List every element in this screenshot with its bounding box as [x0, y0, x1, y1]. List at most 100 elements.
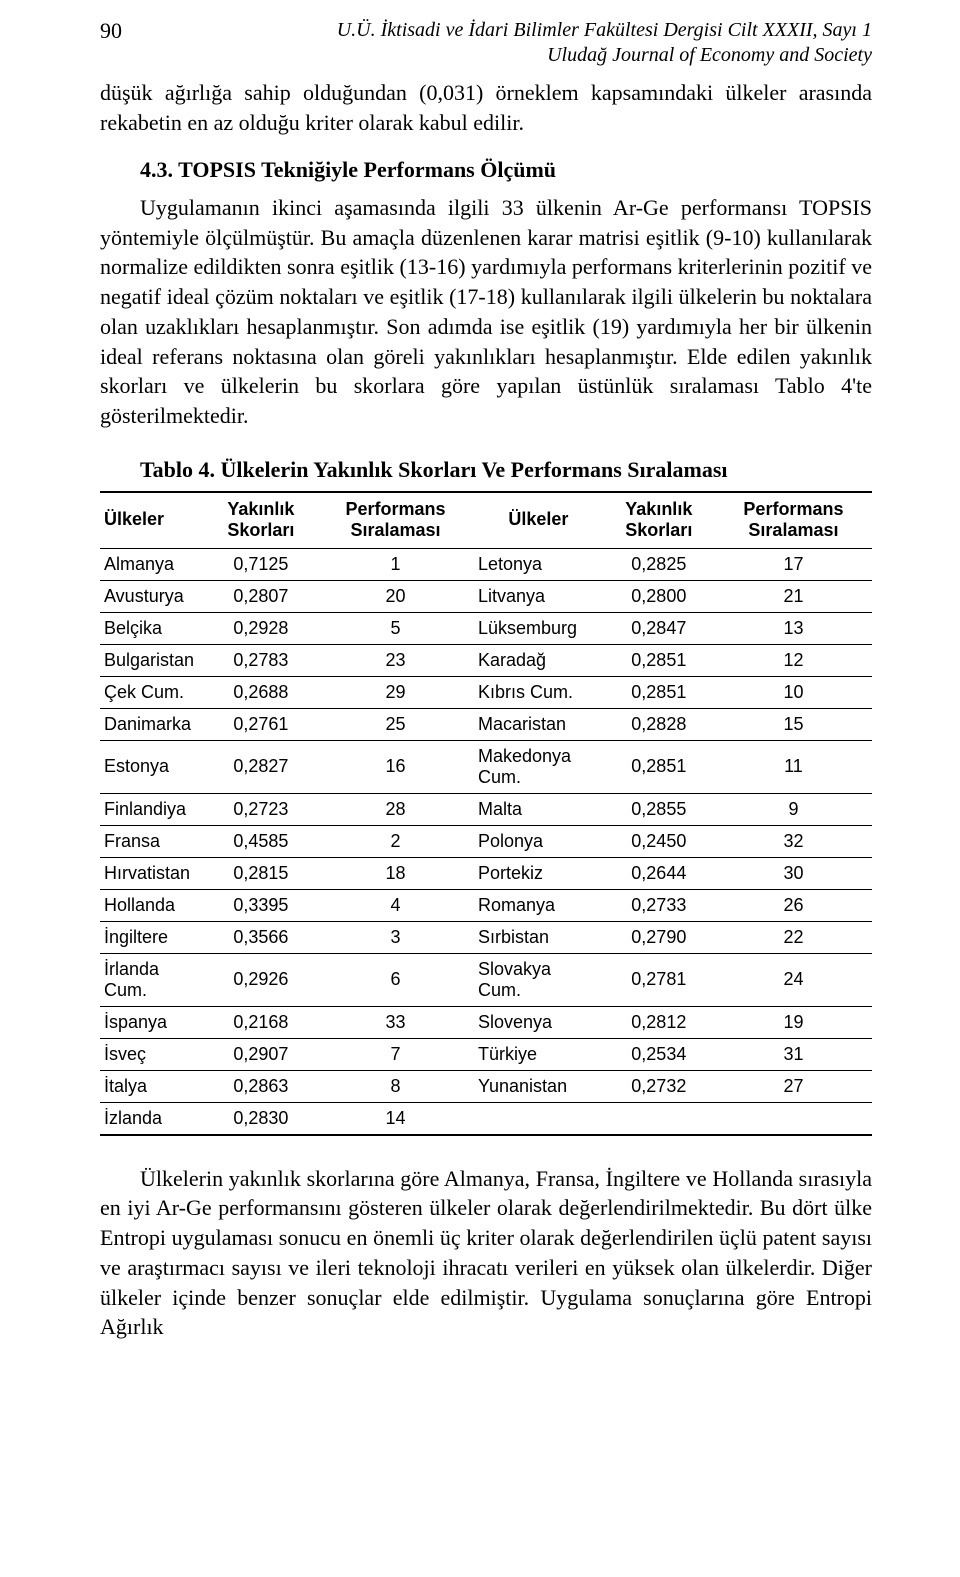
cell-rank: 17 [715, 548, 872, 580]
cell-country: İtalya [100, 1070, 205, 1102]
cell-rank: 16 [317, 740, 474, 793]
cell-score: 0,2534 [603, 1038, 715, 1070]
col-country-1: Ülkeler [100, 492, 205, 549]
table-row: İrlanda Cum.0,29266Slovakya Cum.0,278124 [100, 953, 872, 1006]
cell-country: Slovenya [474, 1006, 603, 1038]
cell-score: 0,3395 [205, 889, 317, 921]
cell-score: 0,2828 [603, 708, 715, 740]
cell-country: Litvanya [474, 580, 603, 612]
cell-rank: 13 [715, 612, 872, 644]
cell-country: İzlanda [100, 1102, 205, 1135]
cell-score: 0,2807 [205, 580, 317, 612]
cell-country: İngiltere [100, 921, 205, 953]
cell-country: Portekiz [474, 857, 603, 889]
cell-rank: 9 [715, 793, 872, 825]
cell-country: Sırbistan [474, 921, 603, 953]
cell-country: Hollanda [100, 889, 205, 921]
cell-country: Çek Cum. [100, 676, 205, 708]
cell-score: 0,2847 [603, 612, 715, 644]
cell-score: 0,2815 [205, 857, 317, 889]
journal-header: U.Ü. İktisadi ve İdari Bilimler Fakültes… [148, 18, 872, 68]
cell-rank: 1 [317, 548, 474, 580]
cell-country: Kıbrıs Cum. [474, 676, 603, 708]
cell-score: 0,2855 [603, 793, 715, 825]
cell-score: 0,2812 [603, 1006, 715, 1038]
table-row: İsveç0,29077Türkiye0,253431 [100, 1038, 872, 1070]
cell-score: 0,2761 [205, 708, 317, 740]
cell-rank: 27 [715, 1070, 872, 1102]
col-rank-2: Performans Sıralaması [715, 492, 872, 549]
cell-score: 0,2168 [205, 1006, 317, 1038]
table-caption: Tablo 4. Ülkelerin Yakınlık Skorları Ve … [100, 457, 872, 483]
cell-country: Yunanistan [474, 1070, 603, 1102]
cell-score: 0,2907 [205, 1038, 317, 1070]
paragraph-1: düşük ağırlığa sahip olduğundan (0,031) … [100, 78, 872, 137]
table-row: Hollanda0,33954Romanya0,273326 [100, 889, 872, 921]
cell-rank [715, 1102, 872, 1135]
cell-country: Hırvatistan [100, 857, 205, 889]
cell-score: 0,2851 [603, 740, 715, 793]
cell-country: Polonya [474, 825, 603, 857]
page-container: 90 U.Ü. İktisadi ve İdari Bilimler Fakül… [0, 0, 960, 1577]
cell-score: 0,2733 [603, 889, 715, 921]
table-row: Hırvatistan0,281518Portekiz0,264430 [100, 857, 872, 889]
cell-rank: 4 [317, 889, 474, 921]
cell-rank: 26 [715, 889, 872, 921]
cell-country: Avusturya [100, 580, 205, 612]
table-row: Almanya0,71251Letonya0,282517 [100, 548, 872, 580]
table-row: Fransa0,45852Polonya0,245032 [100, 825, 872, 857]
table-row: Estonya0,282716Makedonya Cum.0,285111 [100, 740, 872, 793]
cell-score [603, 1102, 715, 1135]
cell-score: 0,2781 [603, 953, 715, 1006]
cell-score: 0,3566 [205, 921, 317, 953]
cell-rank: 28 [317, 793, 474, 825]
paragraph-2: Uygulamanın ikinci aşamasında ilgili 33 … [100, 193, 872, 431]
topsis-table: Ülkeler Yakınlık Skorları Performans Sır… [100, 491, 872, 1136]
cell-score: 0,2732 [603, 1070, 715, 1102]
cell-rank: 14 [317, 1102, 474, 1135]
cell-country: Fransa [100, 825, 205, 857]
cell-score: 0,2790 [603, 921, 715, 953]
col-score-2: Yakınlık Skorları [603, 492, 715, 549]
cell-rank: 5 [317, 612, 474, 644]
cell-country: Belçika [100, 612, 205, 644]
journal-title-line-2: Uludağ Journal of Economy and Society [148, 43, 872, 68]
table-row: Avusturya0,280720Litvanya0,280021 [100, 580, 872, 612]
body-text-block-1: düşük ağırlığa sahip olduğundan (0,031) … [100, 78, 872, 431]
paragraph-3: Ülkelerin yakınlık skorlarına göre Alman… [100, 1164, 872, 1342]
col-country-2: Ülkeler [474, 492, 603, 549]
cell-rank: 12 [715, 644, 872, 676]
journal-title-line-1: U.Ü. İktisadi ve İdari Bilimler Fakültes… [148, 18, 872, 43]
cell-country: Estonya [100, 740, 205, 793]
cell-rank: 2 [317, 825, 474, 857]
cell-score: 0,2851 [603, 676, 715, 708]
cell-score: 0,2723 [205, 793, 317, 825]
cell-score: 0,2688 [205, 676, 317, 708]
cell-rank: 30 [715, 857, 872, 889]
table-row: İspanya0,216833Slovenya0,281219 [100, 1006, 872, 1038]
cell-score: 0,4585 [205, 825, 317, 857]
table-header: Ülkeler Yakınlık Skorları Performans Sır… [100, 492, 872, 549]
cell-score: 0,2851 [603, 644, 715, 676]
table-row: Bulgaristan0,278323Karadağ0,285112 [100, 644, 872, 676]
cell-country: Türkiye [474, 1038, 603, 1070]
cell-score: 0,2926 [205, 953, 317, 1006]
cell-country: Finlandiya [100, 793, 205, 825]
table-body: Almanya0,71251Letonya0,282517Avusturya0,… [100, 548, 872, 1135]
table-row: İngiltere0,35663Sırbistan0,279022 [100, 921, 872, 953]
table-row: İzlanda0,283014 [100, 1102, 872, 1135]
cell-country: Macaristan [474, 708, 603, 740]
cell-rank: 24 [715, 953, 872, 1006]
table-row: Danimarka0,276125Macaristan0,282815 [100, 708, 872, 740]
cell-country: Malta [474, 793, 603, 825]
table-row: Belçika0,29285Lüksemburg0,284713 [100, 612, 872, 644]
cell-country: Danimarka [100, 708, 205, 740]
cell-score: 0,2827 [205, 740, 317, 793]
cell-rank: 8 [317, 1070, 474, 1102]
cell-score: 0,7125 [205, 548, 317, 580]
cell-score: 0,2783 [205, 644, 317, 676]
cell-country: Lüksemburg [474, 612, 603, 644]
cell-country: İspanya [100, 1006, 205, 1038]
cell-country: Romanya [474, 889, 603, 921]
cell-country [474, 1102, 603, 1135]
